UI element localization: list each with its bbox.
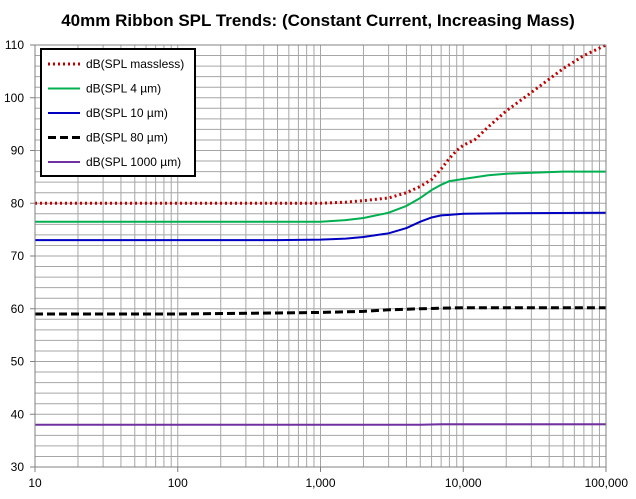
- y-axis-tick-labels: 30 40 50 60 70 80 90 100 110: [4, 38, 35, 474]
- legend-label-1: dB(SPL massless): [86, 57, 184, 71]
- y-tick-label: 80: [11, 196, 25, 210]
- series-line-4: [35, 306, 606, 316]
- x-tick-label: 100: [168, 476, 188, 490]
- chart-title: 40mm Ribbon SPL Trends: (Constant Curren…: [61, 11, 575, 30]
- x-tick-label: 10,000: [445, 476, 482, 490]
- y-tick-label: 100: [4, 91, 24, 105]
- y-tick-label: 110: [5, 38, 24, 52]
- series-line-3: [35, 211, 607, 242]
- legend-label-3: dB(SPL 10 µm): [86, 106, 168, 120]
- legend-label-2: dB(SPL 4 µm): [86, 82, 161, 96]
- legend-label-4: dB(SPL 80 µm): [86, 131, 168, 145]
- y-tick-label: 30: [11, 460, 25, 474]
- series-line-2: [35, 170, 606, 223]
- y-tick-label: 90: [11, 144, 25, 158]
- legend-label-5: dB(SPL 1000 µm): [86, 155, 181, 169]
- y-tick-label: 40: [11, 407, 25, 421]
- y-tick-label: 50: [11, 355, 25, 369]
- legend: dB(SPL massless) dB(SPL 4 µm) dB(SPL 10 µm…: [40, 48, 196, 177]
- y-tick-label: 70: [11, 249, 25, 263]
- series-line-1: [35, 43, 607, 205]
- x-tick-label: 1,000: [305, 476, 335, 490]
- x-axis-tick-labels: 10 100 1,000 10,000 100,000: [28, 467, 628, 490]
- series-line-5: [35, 423, 606, 426]
- x-tick-label: 10: [28, 476, 42, 490]
- legend-items: dB(SPL massless) dB(SPL 4 µm) dB(SPL 10 µm…: [48, 57, 184, 169]
- y-tick-label: 60: [11, 302, 25, 316]
- x-tick-label: 100,000: [585, 476, 629, 490]
- series-lines: [35, 43, 607, 426]
